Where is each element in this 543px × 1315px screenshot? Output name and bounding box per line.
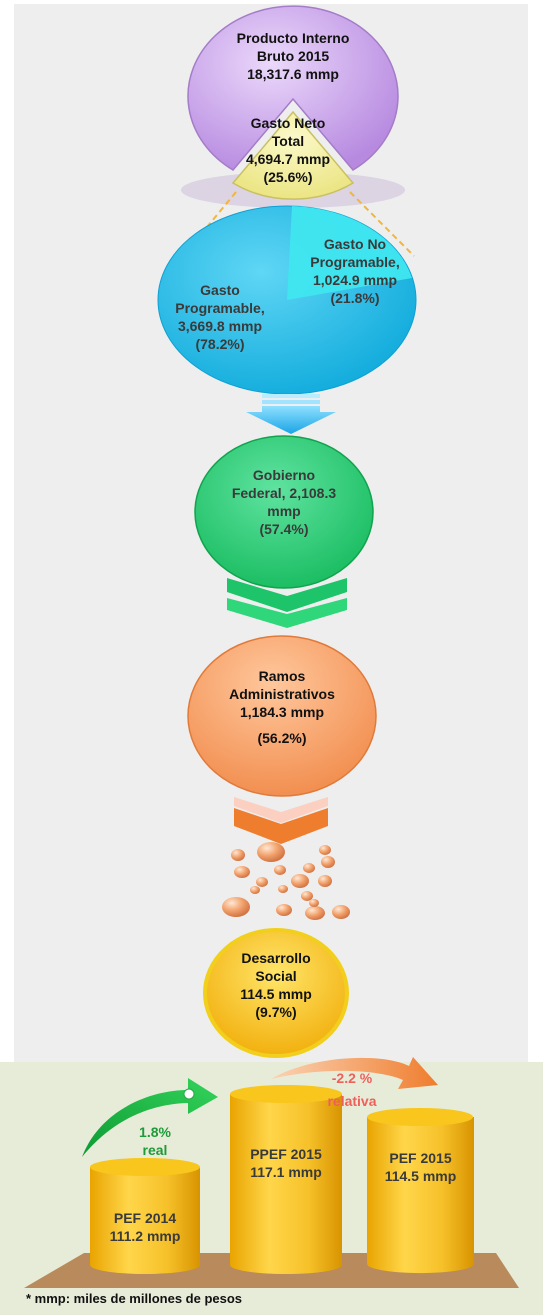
no-programable-line2: Programable, <box>310 253 400 270</box>
pib-line2: Bruto 2015 <box>256 47 330 64</box>
desarrollo-line2: Social <box>255 967 297 984</box>
blue-arrow <box>246 394 336 434</box>
ppef2015-value: 117.1 mmp <box>250 1163 322 1180</box>
real-growth-arrow <box>82 1078 218 1157</box>
ramos-circle <box>187 635 377 797</box>
ramos-percent: (56.2%) <box>257 729 307 746</box>
gasto-neto-slice <box>231 110 355 200</box>
desarrollo-label: Desarrollo Social 114.5 mmp (9.7%) <box>216 950 336 1022</box>
gobierno-circle <box>194 435 374 589</box>
pib-pie <box>181 5 405 208</box>
programable-label: Gasto Programable, 3,669.8 mmp (78.2%) <box>160 282 280 354</box>
relative-change-text: relativa <box>327 1092 377 1109</box>
pef2014-label: PEF 2014 111.2 mmp <box>90 1210 200 1246</box>
pib-label: Producto Interno Bruto 2015 18,317.6 mmp <box>198 30 388 84</box>
pef2015-label: PEF 2015 114.5 mmp <box>367 1150 474 1186</box>
real-change-value: 1.8% <box>139 1124 171 1140</box>
programable-line1: Gasto <box>200 282 240 298</box>
no-programable-slice <box>287 206 412 300</box>
gasto-neto-percent: (25.6%) <box>263 168 313 185</box>
no-programable-value: 1,024.9 mmp <box>312 271 398 288</box>
connector-right <box>349 191 415 257</box>
programable-value: 3,669.8 mmp <box>177 317 263 334</box>
pib-value: 18,317.6 mmp <box>247 65 339 82</box>
desarrollo-line1: Desarrollo <box>241 950 311 966</box>
ppef2015-label: PPEF 2015 117.1 mmp <box>230 1146 342 1182</box>
cylinder-pef2014 <box>90 1158 200 1274</box>
desarrollo-circle <box>203 928 349 1058</box>
green-chevrons <box>227 578 347 628</box>
programable-percent: (78.2%) <box>195 335 245 352</box>
relative-change-arrow <box>271 1057 438 1089</box>
no-programable-line1: Gasto No <box>323 236 387 252</box>
footnote: * mmp: miles de millones de pesos <box>26 1291 243 1306</box>
ppef2015-title: PPEF 2015 <box>250 1146 322 1162</box>
pib-slice <box>187 5 399 171</box>
orange-chevrons <box>234 797 328 844</box>
pef2015-title: PEF 2015 <box>389 1150 452 1166</box>
relative-change-label: -2.2 % relativa <box>312 1070 392 1111</box>
pef2014-value: 111.2 mmp <box>109 1227 181 1244</box>
pef2014-title: PEF 2014 <box>113 1210 177 1226</box>
gobierno-line2: Federal, 2,108.3 <box>231 484 337 501</box>
gobierno-percent: (57.4%) <box>259 520 309 537</box>
gasto-neto-label: Gasto Neto Total 4,694.7 mmp (25.6%) <box>213 115 363 187</box>
relative-change-value: -2.2 % <box>331 1070 373 1086</box>
connector-left <box>182 191 237 257</box>
programable-line2: Programable, <box>175 299 265 316</box>
pib-line1: Producto Interno <box>236 30 350 46</box>
gasto-neto-line2: Total <box>271 132 305 149</box>
gobierno-label: Gobierno Federal, 2,108.3 mmp (57.4%) <box>204 467 364 539</box>
gobierno-line3: mmp <box>267 502 301 519</box>
pef2015-value: 114.5 mmp <box>384 1167 457 1184</box>
ramos-value: 1,184.3 mmp <box>239 703 325 720</box>
gasto-pie <box>157 205 417 395</box>
ramos-line2: Administrativos <box>229 685 335 702</box>
ramos-line1: Ramos <box>258 668 306 684</box>
real-change-label: 1.8% real <box>120 1124 190 1160</box>
cylinder-ppef2015 <box>230 1085 342 1274</box>
ramos-label: Ramos Administrativos 1,184.3 mmp (56.2%… <box>197 668 367 748</box>
desarrollo-percent: (9.7%) <box>255 1003 297 1020</box>
real-change-text: real <box>142 1141 168 1158</box>
desarrollo-value: 114.5 mmp <box>240 985 312 1002</box>
no-programable-label: Gasto No Programable, 1,024.9 mmp (21.8%… <box>285 236 425 308</box>
cylinder-pef2015 <box>367 1108 474 1274</box>
drops <box>222 842 350 920</box>
gasto-neto-line1: Gasto Neto <box>250 115 326 131</box>
gasto-neto-value: 4,694.7 mmp <box>245 150 331 167</box>
gobierno-line1: Gobierno <box>252 467 316 483</box>
no-programable-percent: (21.8%) <box>330 289 380 306</box>
